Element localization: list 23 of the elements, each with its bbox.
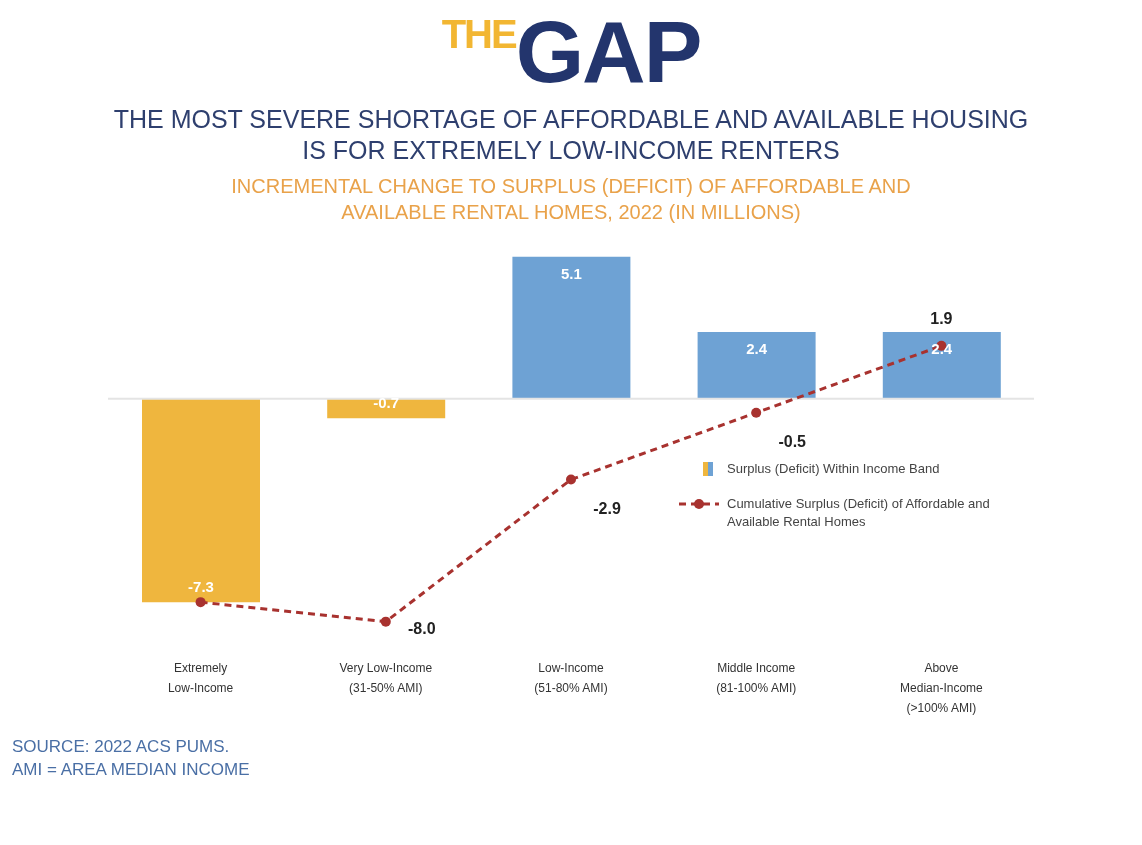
chart-title: $^{THE}$GAP [441, 2, 701, 101]
data-label: -8.0 [408, 619, 436, 637]
point [380, 616, 391, 627]
point [751, 407, 762, 418]
point [566, 474, 576, 485]
x-tick-label: Extremely Low-Income [167, 660, 234, 695]
data-label: 1.9 [930, 309, 953, 327]
text: AMI = AREA MEDIAN INCOME [12, 759, 251, 782]
data-label: 2.4 [746, 339, 768, 357]
data-label: -0.5 [778, 432, 807, 450]
legend-label: Surplus (Deficit) Within Income Band [727, 459, 940, 478]
x-tick-label: Low-Income (51-80% AMI) [534, 660, 608, 695]
legend-label: Cumulative Surplus (Deficit) of Affordable and Available Rental Homes [727, 494, 991, 531]
x-tick-label: Very Low-Income (31-50% AMI) [339, 660, 433, 695]
x-tick-label: Middle Income (81-100% AMI) [716, 660, 797, 695]
point [195, 596, 206, 607]
data-label: 5.1 [560, 264, 582, 282]
source-note: SOURCE: 2022 ACS PUMS. [12, 735, 231, 758]
x-tick-label: Above Median-Income (>100% AMI) [900, 660, 984, 715]
chart-subtitle: THE MOST SEVERE SHORTAGE OF AFFORDABLE AND AVAILABLE HOUSING IS FOR EXTREMELY LOW-INCOME RENTERS [112, 104, 1030, 167]
data-label: -2.9 [593, 499, 621, 517]
data-label: -7.3 [188, 577, 214, 595]
text: INCREMENTAL CHANGE TO SURPLUS (DEFICIT) OF AFFORDABLE AND AVAILABLE RENTAL HOMES, 2022 (IN MILLIONS) [230, 173, 912, 225]
